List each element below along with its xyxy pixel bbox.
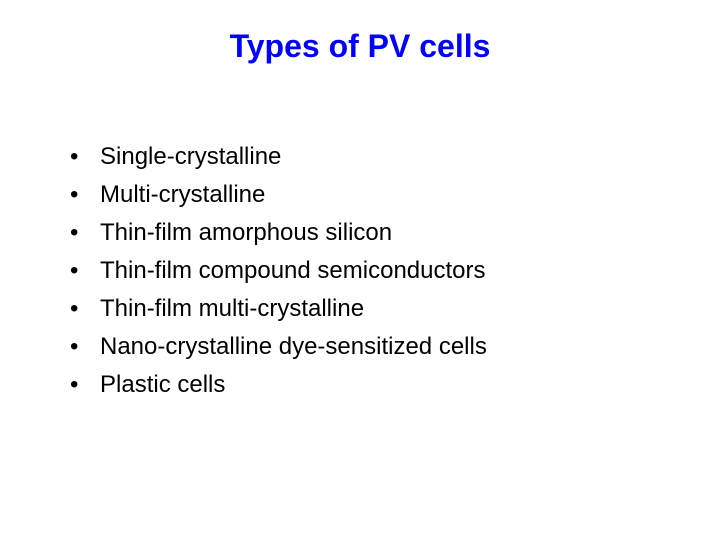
bullet-list: •Single-crystalline•Multi-crystalline•Th… (70, 140, 650, 406)
list-item: •Single-crystalline (70, 140, 650, 174)
bullet-icon: • (70, 178, 100, 212)
slide-title: Types of PV cells (0, 28, 720, 65)
list-item: •Thin-film multi-crystalline (70, 292, 650, 326)
list-item: •Thin-film amorphous silicon (70, 216, 650, 250)
list-item: •Thin-film compound semiconductors (70, 254, 650, 288)
bullet-icon: • (70, 254, 100, 288)
slide: Types of PV cells •Single-crystalline•Mu… (0, 0, 720, 540)
list-item-label: Single-crystalline (100, 140, 650, 174)
bullet-icon: • (70, 330, 100, 364)
bullet-icon: • (70, 140, 100, 174)
list-item-label: Thin-film multi-crystalline (100, 292, 650, 326)
list-item-label: Thin-film compound semiconductors (100, 254, 650, 288)
list-item: •Multi-crystalline (70, 178, 650, 212)
list-item-label: Plastic cells (100, 368, 650, 402)
list-item-label: Thin-film amorphous silicon (100, 216, 650, 250)
list-item-label: Multi-crystalline (100, 178, 650, 212)
list-item: •Nano-crystalline dye-sensitized cells (70, 330, 650, 364)
bullet-icon: • (70, 368, 100, 402)
list-item: •Plastic cells (70, 368, 650, 402)
list-item-label: Nano-crystalline dye-sensitized cells (100, 330, 650, 364)
bullet-icon: • (70, 216, 100, 250)
bullet-icon: • (70, 292, 100, 326)
